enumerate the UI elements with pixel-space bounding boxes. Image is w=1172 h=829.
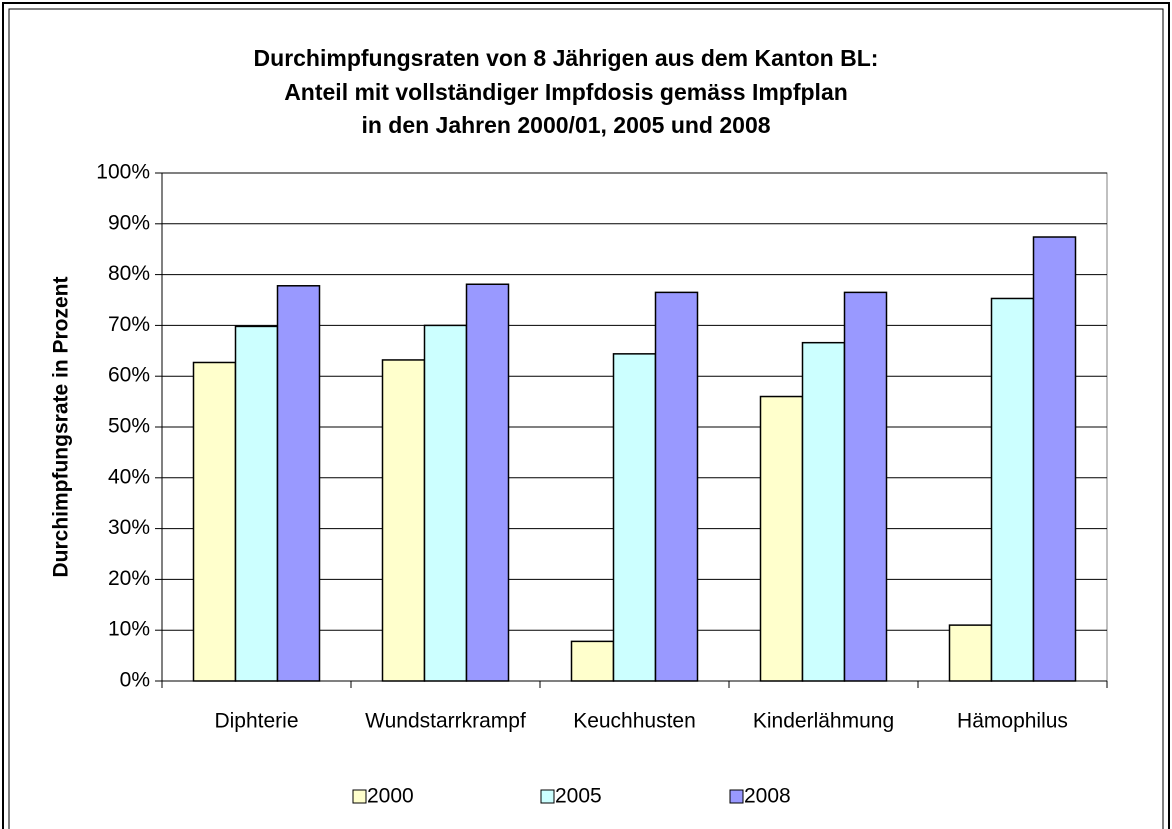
legend-swatch — [540, 789, 555, 804]
x-tick-label: Diphterie — [214, 710, 298, 733]
y-axis-label: Durchimpfungsrate in Prozent — [50, 276, 73, 577]
bar — [381, 359, 426, 682]
bar — [843, 291, 888, 682]
bar — [423, 324, 468, 682]
bar — [612, 353, 657, 682]
chart-title: in den Jahren 2000/01, 2005 und 2008 — [361, 112, 770, 138]
bar — [1032, 236, 1077, 682]
legend-swatch — [352, 789, 367, 804]
x-tick-label: Kinderlähmung — [753, 710, 894, 733]
x-tick-label: Hämophilus — [957, 710, 1068, 733]
x-tick-label: Keuchhusten — [573, 710, 696, 733]
y-tick-label: 100% — [96, 161, 150, 184]
bar — [276, 285, 321, 682]
bar — [948, 624, 993, 682]
y-tick-label: 20% — [108, 567, 150, 590]
legend-label: 2000 — [367, 785, 414, 808]
y-tick-label: 90% — [108, 211, 150, 234]
y-tick-label: 60% — [108, 364, 150, 387]
legend-label: 2005 — [555, 785, 602, 808]
y-tick-label: 80% — [108, 262, 150, 285]
bar — [801, 341, 846, 682]
chart-title: Anteil mit vollständiger Impfdosis gemäs… — [284, 79, 848, 105]
y-tick-label: 70% — [108, 313, 150, 336]
legend-swatch — [729, 789, 744, 804]
y-tick-label: 0% — [120, 669, 150, 692]
legend-label: 2008 — [744, 785, 791, 808]
bar — [234, 325, 279, 682]
bar — [465, 283, 510, 682]
y-tick-label: 30% — [108, 516, 150, 539]
bar — [654, 291, 699, 682]
bar — [192, 361, 237, 682]
y-tick-label: 10% — [108, 618, 150, 641]
bar — [570, 640, 615, 682]
inner-frame — [8, 8, 1164, 829]
bar — [759, 395, 804, 682]
y-tick-label: 40% — [108, 465, 150, 488]
y-tick-label: 50% — [108, 415, 150, 438]
chart-title: Durchimpfungsraten von 8 Jährigen aus de… — [254, 45, 879, 71]
x-tick-label: Wundstarrkrampf — [365, 710, 526, 733]
bar — [990, 297, 1035, 682]
